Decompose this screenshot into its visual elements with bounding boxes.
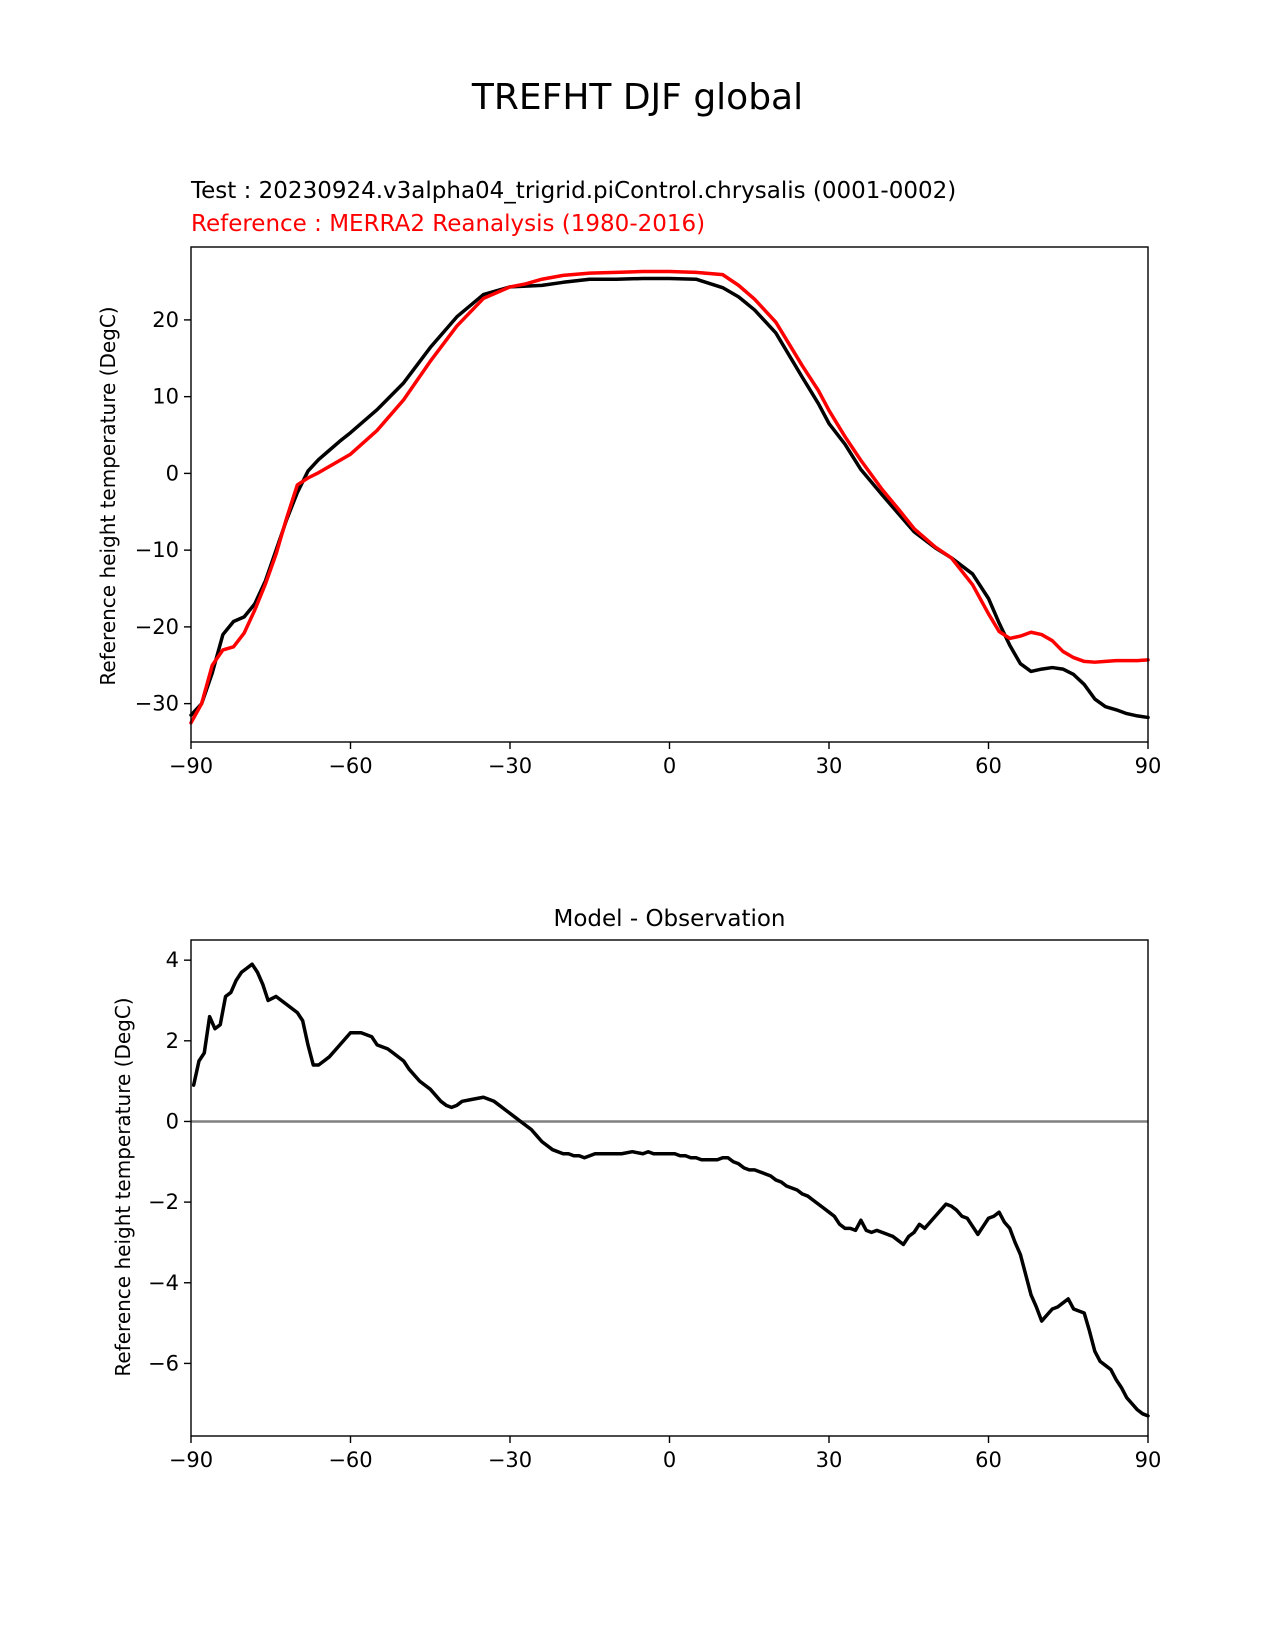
top-xtick-label: 60 (975, 754, 1002, 778)
bottom-ytick-label: −6 (148, 1351, 179, 1375)
bottom-title: Model - Observation (553, 906, 785, 932)
top-reference-line (189, 269, 1150, 725)
bottom-ytick-label: −4 (148, 1271, 179, 1295)
top-plot-area: −90 −60 −30 0 30 60 90 −30 −20 −10 0 10 20 (135, 246, 1162, 778)
bottom-ylabel: Reference height temperature (DegC) (111, 997, 135, 1376)
bottom-panel: Model - Observation Reference height tem… (111, 906, 1161, 1472)
bottom-plot-area: −90 −60 −30 0 30 60 90 −6 −4 −2 0 2 4 (148, 939, 1162, 1472)
top-axes-frame (190, 246, 1149, 743)
top-xtick-label: 30 (816, 754, 843, 778)
top-xtick-label: 90 (1135, 754, 1162, 778)
figure-suptitle: TREFHT DJF global (471, 77, 803, 118)
bottom-xtick-label: 60 (975, 1448, 1002, 1472)
bottom-xtick-label: −90 (169, 1448, 213, 1472)
top-ytick-label: −10 (135, 538, 179, 562)
bottom-ytick-label: 0 (166, 1109, 179, 1133)
bottom-xtick-label: −60 (328, 1448, 372, 1472)
top-panel: Test : 20230924.v3alpha04_trigrid.piCont… (96, 178, 1161, 778)
top-ytick-label: 20 (152, 308, 179, 332)
test-label: Test : 20230924.v3alpha04_trigrid.piCont… (190, 178, 956, 204)
bottom-ytick-label: 2 (166, 1029, 179, 1053)
bottom-xtick-label: 90 (1135, 1448, 1162, 1472)
reference-label: Reference : MERRA2 Reanalysis (1980-2016… (191, 211, 705, 237)
top-xtick-label: −90 (169, 754, 213, 778)
top-test-line (189, 276, 1150, 720)
top-xtick-label: −30 (488, 754, 532, 778)
bottom-ytick-label: 4 (166, 948, 179, 972)
top-ytick-label: −30 (135, 692, 179, 716)
bottom-xtick-label: 0 (663, 1448, 676, 1472)
top-xtick-label: 0 (663, 754, 676, 778)
bottom-xtick-label: −30 (488, 1448, 532, 1472)
top-ytick-label: −20 (135, 615, 179, 639)
bottom-xtick-label: 30 (816, 1448, 843, 1472)
top-ytick-label: 0 (166, 461, 179, 485)
bottom-difference-line (191, 962, 1150, 1418)
top-ylabel: Reference height temperature (DegC) (96, 306, 120, 685)
bottom-axes-frame (190, 939, 1149, 1437)
top-xtick-label: −60 (328, 754, 372, 778)
top-ytick-label: 10 (152, 385, 179, 409)
bottom-ytick-label: −2 (148, 1190, 179, 1214)
